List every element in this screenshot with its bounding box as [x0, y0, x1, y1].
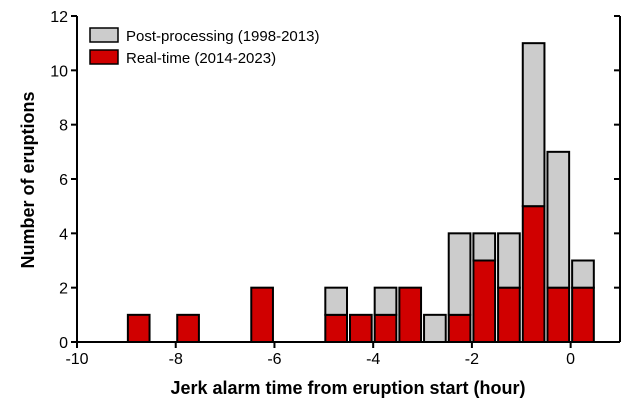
y-axis-label: Number of eruptions [18, 91, 38, 268]
x-tick-label: 0 [566, 351, 575, 368]
legend-swatch-real-time [89, 49, 119, 65]
x-tick-label: -4 [366, 351, 380, 368]
bar-real-time [176, 313, 200, 344]
bar-post-processing [497, 232, 521, 289]
y-tick-label: 0 [59, 335, 68, 352]
bar-post-processing [324, 286, 348, 316]
bar-post-processing [423, 313, 447, 344]
bar-real-time [250, 286, 274, 343]
axes-group: -10 -8 -6 -4 -2 0 0 2 4 6 8 10 12 [50, 9, 621, 368]
y-tick-label: 2 [59, 281, 68, 298]
bar-post-processing [521, 42, 546, 208]
y-tick-label: 10 [50, 63, 68, 80]
bar-real-time [472, 259, 497, 343]
bars-group [126, 42, 595, 344]
x-axis-label: Jerk alarm time from eruption start (hou… [170, 378, 525, 398]
bar-real-time [349, 313, 373, 344]
x-tick-label: -8 [169, 351, 183, 368]
legend-swatch-post-processing [89, 27, 119, 43]
bar-real-time [546, 286, 571, 343]
bar-real-time [521, 205, 546, 343]
bar-real-time [126, 313, 151, 344]
legend-label-real-time: Real-time (2014-2023) [126, 50, 276, 67]
bar-post-processing [571, 259, 595, 289]
bar-real-time [447, 313, 472, 344]
bar-real-time [398, 286, 423, 343]
y-tick-label: 4 [59, 226, 68, 243]
bar-post-processing [546, 150, 571, 289]
legend: Post-processing (1998-2013) Real-time (2… [89, 27, 319, 67]
bar-real-time [497, 286, 521, 343]
bar-real-time [324, 313, 348, 344]
legend-label-post-processing: Post-processing (1998-2013) [126, 28, 319, 45]
bar-post-processing [447, 232, 472, 316]
bar-post-processing [472, 232, 497, 262]
x-tick-label: -6 [267, 351, 281, 368]
x-tick-label: -2 [465, 351, 479, 368]
y-tick-label: 12 [50, 9, 68, 26]
y-tick-label: 6 [59, 172, 68, 189]
y-tick-label: 8 [59, 118, 68, 135]
x-tick-label: -10 [65, 351, 88, 368]
bar-real-time [373, 313, 398, 344]
bar-post-processing [373, 286, 398, 316]
bar-real-time [571, 286, 595, 343]
